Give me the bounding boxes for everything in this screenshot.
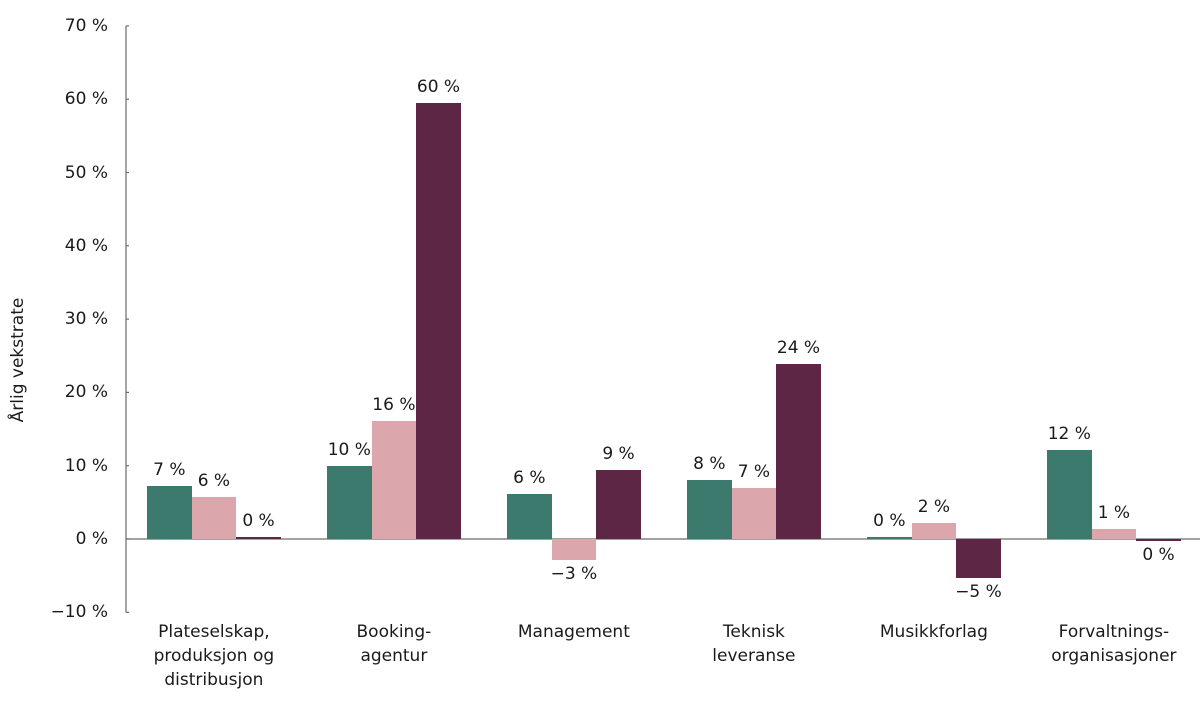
- bar-value-label: −3 %: [550, 564, 598, 585]
- bar-value-label: 6 %: [197, 471, 231, 492]
- bar: [371, 420, 417, 539]
- y-tick-label: 30 %: [64, 309, 108, 330]
- bar-value-label: 1 %: [1097, 502, 1131, 523]
- bar-value-label: −5 %: [955, 581, 1002, 602]
- bar: [236, 536, 281, 539]
- bar: [147, 486, 192, 539]
- y-tick-label: 40 %: [64, 235, 108, 256]
- y-tick-label: 20 %: [64, 382, 108, 403]
- bar: [956, 539, 1001, 578]
- bar-value-label: 24 %: [776, 337, 821, 358]
- y-tick-label: 10 %: [64, 455, 108, 476]
- bar: [1047, 449, 1092, 539]
- bar-value-label: 8 %: [693, 453, 726, 474]
- bar: [776, 363, 821, 539]
- category-label: Forvaltnings-organisasjoner: [1051, 622, 1177, 666]
- bar-value-label: 9 %: [602, 444, 635, 465]
- y-tick-label: −10 %: [50, 602, 108, 623]
- bar-value-label: 12 %: [1047, 423, 1091, 444]
- bar-value-label: 16 %: [372, 394, 416, 415]
- y-tick-label: 70 %: [64, 15, 108, 36]
- bar: [731, 487, 777, 539]
- bar: [551, 539, 597, 561]
- category-label: Musikkforlag: [879, 622, 988, 642]
- category-label: Management: [517, 622, 630, 642]
- category-label: Booking-agentur: [356, 622, 432, 666]
- bar-value-label: 7 %: [153, 460, 186, 481]
- bar: [507, 494, 552, 539]
- bar: [911, 522, 957, 539]
- bar: [416, 102, 461, 539]
- bar: [1136, 539, 1181, 541]
- bar: [687, 479, 732, 539]
- bar: [596, 470, 641, 539]
- bar-value-label: 60 %: [416, 76, 461, 97]
- bar: [327, 465, 372, 539]
- bar-value-label: 7 %: [737, 461, 771, 482]
- bar: [867, 536, 912, 539]
- bar: [191, 497, 237, 539]
- category-label: Teknisk leveranse: [712, 622, 796, 666]
- bar: [1091, 528, 1137, 539]
- category-label: Plateselskap, produksjon og distribusjon: [153, 622, 275, 690]
- bar-value-label: 6 %: [513, 468, 546, 489]
- y-tick-label: 60 %: [64, 89, 108, 110]
- bar-value-label: 0 %: [873, 510, 906, 531]
- bar-value-label: 0 %: [1142, 545, 1175, 565]
- bar-value-label: 2 %: [917, 496, 951, 517]
- y-tick-label: 50 %: [64, 162, 108, 183]
- y-tick-label: 0 %: [75, 529, 108, 549]
- bar-value-label: 0 %: [242, 510, 275, 531]
- bar-value-label: 10 %: [327, 439, 371, 460]
